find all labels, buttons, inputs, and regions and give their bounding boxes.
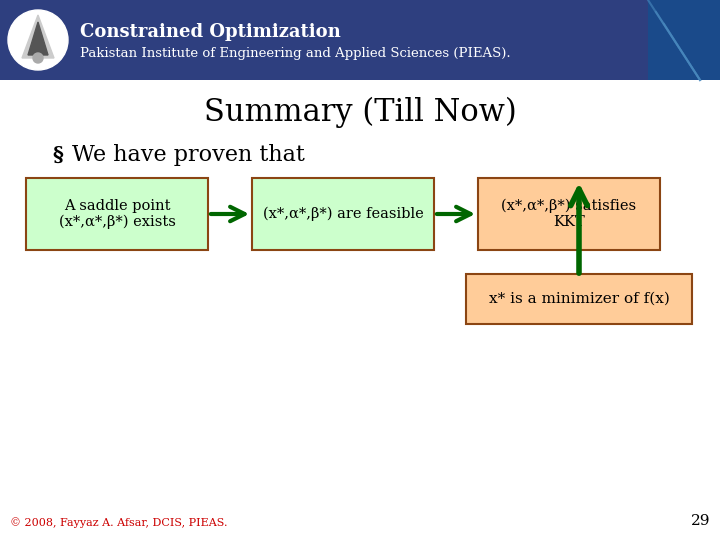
Circle shape bbox=[8, 10, 68, 70]
Text: x* is a minimizer of f(x): x* is a minimizer of f(x) bbox=[489, 292, 670, 306]
Polygon shape bbox=[28, 22, 48, 55]
Text: 29: 29 bbox=[690, 514, 710, 528]
Circle shape bbox=[33, 53, 43, 63]
Bar bbox=[648, 0, 720, 80]
Text: A saddle point
(x*,α*,β*) exists: A saddle point (x*,α*,β*) exists bbox=[58, 199, 176, 230]
Text: Pakistan Institute of Engineering and Applied Sciences (PIEAS).: Pakistan Institute of Engineering and Ap… bbox=[80, 46, 510, 59]
FancyBboxPatch shape bbox=[252, 178, 434, 250]
FancyBboxPatch shape bbox=[26, 178, 208, 250]
Polygon shape bbox=[22, 15, 54, 58]
Text: © 2008, Fayyaz A. Afsar, DCIS, PIEAS.: © 2008, Fayyaz A. Afsar, DCIS, PIEAS. bbox=[10, 517, 228, 528]
FancyBboxPatch shape bbox=[478, 178, 660, 250]
FancyBboxPatch shape bbox=[466, 274, 692, 324]
Text: We have proven that: We have proven that bbox=[72, 144, 305, 166]
Text: §: § bbox=[52, 145, 63, 165]
Text: (x*,α*,β*) satisfies
KKT: (x*,α*,β*) satisfies KKT bbox=[501, 199, 636, 230]
Bar bbox=[0, 0, 720, 80]
Text: Summary (Till Now): Summary (Till Now) bbox=[204, 97, 516, 127]
Text: Constrained Optimization: Constrained Optimization bbox=[80, 23, 341, 41]
Text: (x*,α*,β*) are feasible: (x*,α*,β*) are feasible bbox=[263, 207, 423, 221]
